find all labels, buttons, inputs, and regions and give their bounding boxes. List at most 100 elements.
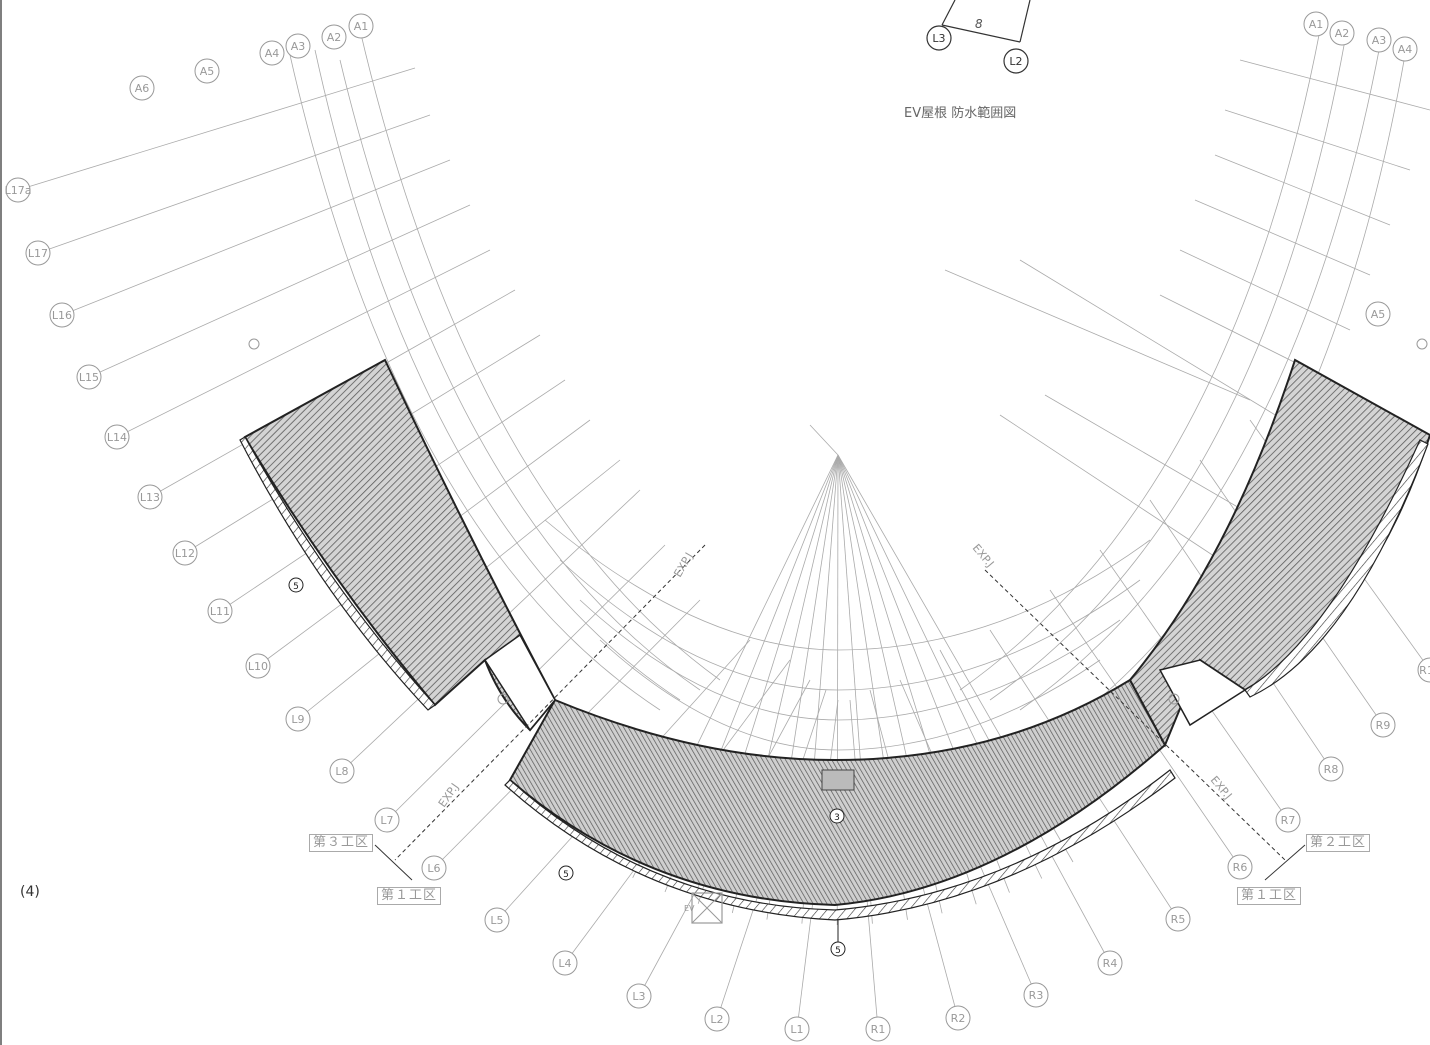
arc-grid-line: [959, 29, 1321, 691]
arc-grid-line: [289, 54, 661, 711]
detail-marker: 5: [288, 577, 304, 593]
axis-bubble: R9: [1370, 712, 1396, 738]
radial-grid-line: [1194, 199, 1371, 276]
fan-line: [809, 424, 839, 456]
roof-center-wing: [504, 678, 1176, 921]
axis-bubble: A6: [129, 75, 155, 101]
axis-bubble-label: R6: [1233, 861, 1248, 874]
axis-bubble: L14: [104, 424, 130, 450]
title-note: EV屋根 防水範囲図: [904, 106, 1017, 121]
axis-bubble: R1: [865, 1016, 891, 1042]
axis-bubble-label: R4: [1103, 957, 1118, 970]
axis-bubble: L17: [25, 240, 51, 266]
radial-grid-line: [1224, 109, 1411, 171]
axis-bubble-label: A3: [291, 40, 306, 53]
axis-bubble-label: A4: [265, 47, 280, 60]
svg-text:3: 3: [834, 813, 840, 823]
axis-bubble: R6: [1227, 854, 1253, 880]
svg-text:5: 5: [835, 946, 841, 956]
axis-bubble-label: R7: [1281, 814, 1296, 827]
axis-bubble-label: L10: [248, 660, 268, 673]
roof-left-wing: [239, 358, 557, 732]
axis-bubble: R4: [1097, 950, 1123, 976]
exp-joint-label: EXP.J: [970, 542, 997, 570]
axis-bubble-label: R3: [1029, 989, 1044, 1002]
axis-bubble-label: L9: [291, 713, 304, 726]
axis-bubble: L7: [374, 807, 400, 833]
axis-bubble: A3: [285, 33, 311, 59]
axis-bubble: L4: [552, 950, 578, 976]
axis-bubbles: A1A2A3A4A5A6A1A2A3A4A5L17aL17L16L15L14L1…: [5, 11, 1430, 1042]
axis-bubble-label: A3: [1372, 34, 1387, 47]
axis-bubble-label: L15: [79, 371, 99, 384]
axis-bubble-label: A6: [135, 82, 150, 95]
axis-bubble: L2: [704, 1006, 730, 1032]
exp-joint-label: EXP.J: [436, 781, 462, 810]
radial-grid-line: [61, 159, 451, 316]
axis-bubble: L1: [784, 1016, 810, 1042]
detail-marker: 5: [830, 920, 846, 957]
axis-bubble-label: L6: [427, 862, 440, 875]
axis-bubble-label: L2: [710, 1013, 723, 1026]
arc-grid-line: [599, 639, 1101, 751]
axis-bubble-label: L5: [490, 914, 503, 927]
arc-grid-line: [989, 39, 1346, 701]
axis-bubble: A2: [321, 24, 347, 50]
axis-bubble-label: L14: [107, 431, 127, 444]
axis-bubble: R8: [1318, 756, 1344, 782]
arc-grid-line: [559, 559, 1141, 691]
section-marker: 8: [975, 17, 983, 31]
arc-grid-line: [1019, 44, 1381, 711]
page-number: (4): [20, 884, 40, 900]
svg-text:EV: EV: [684, 904, 695, 913]
arc-grid-line: [339, 59, 701, 691]
exp-joint-label: EXP.J: [671, 550, 695, 579]
axis-bubble: A3: [1366, 27, 1392, 53]
arc-grid-line: [314, 49, 681, 701]
detail-marker: 5: [558, 865, 574, 881]
axis-bubble: L5: [484, 907, 510, 933]
axis-bubble-label: R1: [871, 1023, 886, 1036]
axis-bubble-label: L1: [790, 1023, 803, 1036]
radial-grid-line: [37, 114, 431, 254]
exp-joint-label: EXP.J: [1208, 774, 1235, 802]
axis-bubble-label: L13: [140, 491, 160, 504]
arc-grid-line: [359, 29, 721, 681]
axis-bubble-label: A2: [1335, 27, 1350, 40]
axis-bubble-label: L2: [1009, 55, 1022, 68]
axis-bubble-label: R10: [1419, 664, 1430, 677]
axis-bubble-label: L11: [210, 605, 230, 618]
axis-bubble-label: L12: [175, 547, 195, 560]
axis-bubble: L16: [49, 302, 75, 328]
axis-bubble-label: A1: [1309, 18, 1324, 31]
axis-bubble-label: A4: [1398, 43, 1413, 56]
zone-label-2: 第２工区: [1306, 834, 1371, 852]
axis-bubble: L17a: [5, 177, 31, 203]
axis-bubble: A1: [1303, 11, 1329, 37]
axis-bubble: A4: [1392, 36, 1418, 62]
axis-bubble: R10: [1417, 657, 1430, 683]
axis-bubble-label: L4: [558, 957, 571, 970]
axis-bubble-label: L16: [52, 309, 72, 322]
axis-bubble-label: A5: [1371, 308, 1386, 321]
axis-bubble-label: R5: [1171, 913, 1186, 926]
axis-bubble: L8: [329, 758, 355, 784]
detail-marker: 3: [829, 808, 845, 824]
ev-symbol: EV: [684, 892, 723, 924]
svg-text:5: 5: [293, 582, 299, 592]
axis-bubble: L9: [285, 706, 311, 732]
radial-grid-line: [1214, 154, 1391, 226]
radial-grid-line: [999, 414, 1221, 561]
radial-grid-line: [1044, 394, 1261, 521]
axis-bubble: A2: [1329, 20, 1355, 46]
axis-bubble-label: L7: [380, 814, 393, 827]
axis-bubble: L12: [172, 540, 198, 566]
roof-right-wing: [1128, 358, 1430, 748]
axis-bubble: L3: [626, 983, 652, 1009]
axis-bubble-label: A2: [327, 31, 342, 44]
axis-bubble: L11: [207, 598, 233, 624]
axis-bubble-label: R9: [1376, 719, 1391, 732]
axis-bubble: A4: [259, 40, 285, 66]
axis-bubble-label: L3: [932, 32, 945, 45]
axis-bubble-label: L17: [28, 247, 48, 260]
